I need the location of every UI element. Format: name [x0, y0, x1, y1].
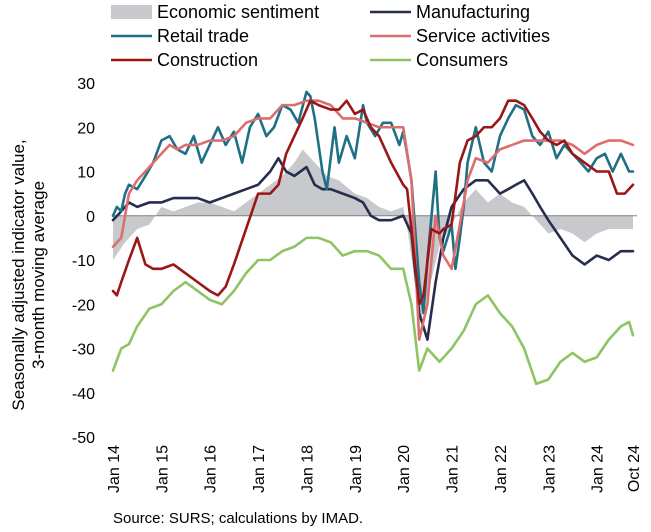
x-tick-label: Jan 24: [590, 445, 607, 493]
legend-label: Construction: [157, 50, 258, 70]
x-axis-ticks: Jan 14 Jan 15 Jan 16 Jan 17 Jan 18 Jan 19 Jan …: [106, 445, 643, 493]
x-tick-label: Jan 19: [348, 445, 365, 493]
series-lines-layer: [111, 90, 635, 386]
y-axis-label-line-2: 3-month moving average: [29, 181, 48, 369]
legend-swatch: [111, 5, 152, 19]
y-tick-label: -10: [72, 253, 95, 270]
y-tick-label: -50: [72, 430, 95, 447]
x-tick-label: Jan 18: [299, 445, 316, 493]
y-axis-ticks: 30 20 10 0 -10 -20 -30 -40 -50: [72, 76, 95, 447]
series-consumers-line: [111, 236, 635, 386]
legend-label: Economic sentiment: [157, 2, 319, 22]
y-tick-label: -40: [72, 386, 95, 403]
y-tick-label: 10: [77, 165, 95, 182]
series-service-activities-line: [111, 99, 635, 341]
source-note: Source: SURS; calculations by IMAD.: [113, 510, 363, 527]
y-tick-label: -30: [72, 342, 95, 359]
legend-label: Retail trade: [157, 26, 249, 46]
x-tick-label: Jan 15: [154, 445, 171, 493]
x-tick-label: Jan 14: [106, 445, 123, 493]
legend: Economic sentiment Manufacturing Retail tr…: [111, 2, 550, 70]
legend-item-service-activities: Service activities: [370, 26, 550, 46]
legend-label: Service activities: [416, 26, 550, 46]
y-axis-label-line-1: Seasonally adjusted indicator value,: [9, 139, 28, 410]
x-tick-label: Oct 24: [626, 445, 643, 492]
x-tick-label: Jan 21: [445, 445, 462, 493]
x-tick-label: Jan 23: [541, 445, 558, 493]
x-tick-label: Jan 17: [251, 445, 268, 493]
y-tick-label: 30: [77, 76, 95, 93]
legend-item-retail-trade: Retail trade: [111, 26, 249, 46]
legend-label: Consumers: [416, 50, 508, 70]
legend-item-economic-sentiment: Economic sentiment: [111, 2, 319, 22]
series-manufacturing-line: [111, 156, 635, 341]
x-tick-label: Jan 22: [493, 445, 510, 493]
legend-item-manufacturing: Manufacturing: [370, 2, 530, 22]
y-tick-label: -20: [72, 297, 95, 314]
x-tick-label: Jan 20: [396, 445, 413, 493]
series-economic-sentiment-area: [113, 149, 633, 322]
y-tick-label: 20: [77, 120, 95, 137]
y-tick-label: 0: [86, 209, 95, 226]
series-area-layer: [113, 149, 633, 322]
legend-item-consumers: Consumers: [370, 50, 508, 70]
legend-item-construction: Construction: [111, 50, 258, 70]
legend-label: Manufacturing: [416, 2, 530, 22]
series-construction-line: [111, 99, 635, 306]
x-tick-label: Jan 16: [203, 445, 220, 493]
